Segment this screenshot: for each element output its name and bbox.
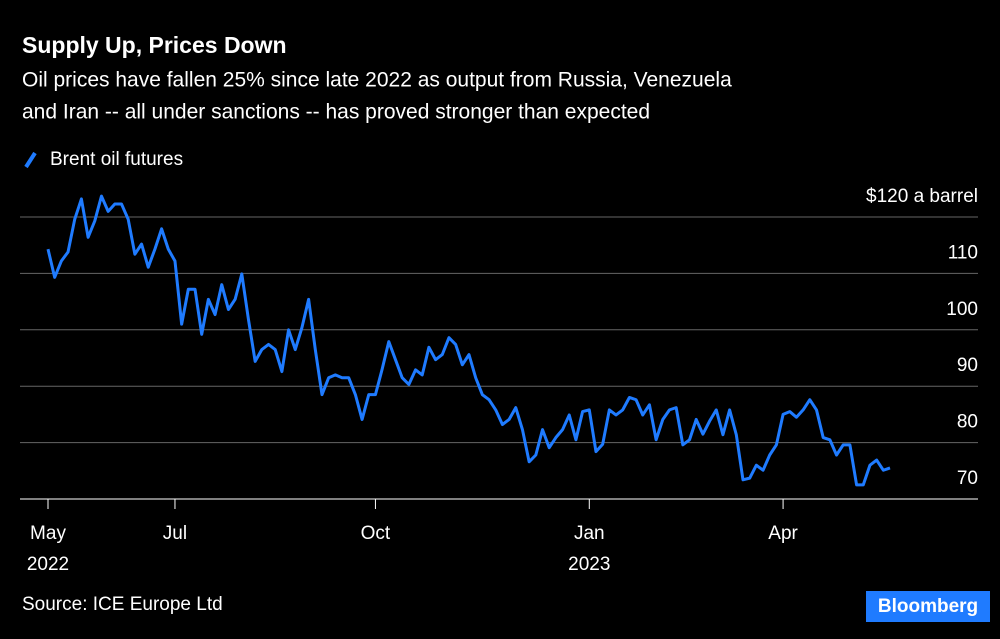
y-tick-label: 110 xyxy=(948,242,978,263)
y-tick-label: 90 xyxy=(957,355,978,376)
source: Source: ICE Europe Ltd xyxy=(22,594,223,615)
y-tick-label: 70 xyxy=(957,468,978,489)
brand: Bloomberg xyxy=(878,596,978,617)
line-series xyxy=(46,194,891,487)
x-tick-label: Jan 2023 xyxy=(568,523,611,575)
y-tick-label: $120 a barrel xyxy=(866,186,978,207)
x-tick-label: May 2022 xyxy=(26,523,70,575)
brand-box xyxy=(866,591,990,622)
subtitle: Oil prices have fallen 25% since late 20… xyxy=(22,69,732,92)
y-tick-label: 80 xyxy=(957,412,978,433)
legend-label: Brent oil futures xyxy=(50,149,183,170)
subtitle: and Iran -- all under sanctions -- has p… xyxy=(22,101,650,124)
x-tick-label: Apr xyxy=(768,523,798,544)
chart-title: Supply Up, Prices Down xyxy=(22,32,287,58)
y-tick-label: 100 xyxy=(946,299,978,320)
legend-swatch xyxy=(24,151,37,169)
x-tick-label: Oct xyxy=(360,523,391,544)
x-tick-label: Jul xyxy=(162,523,188,544)
